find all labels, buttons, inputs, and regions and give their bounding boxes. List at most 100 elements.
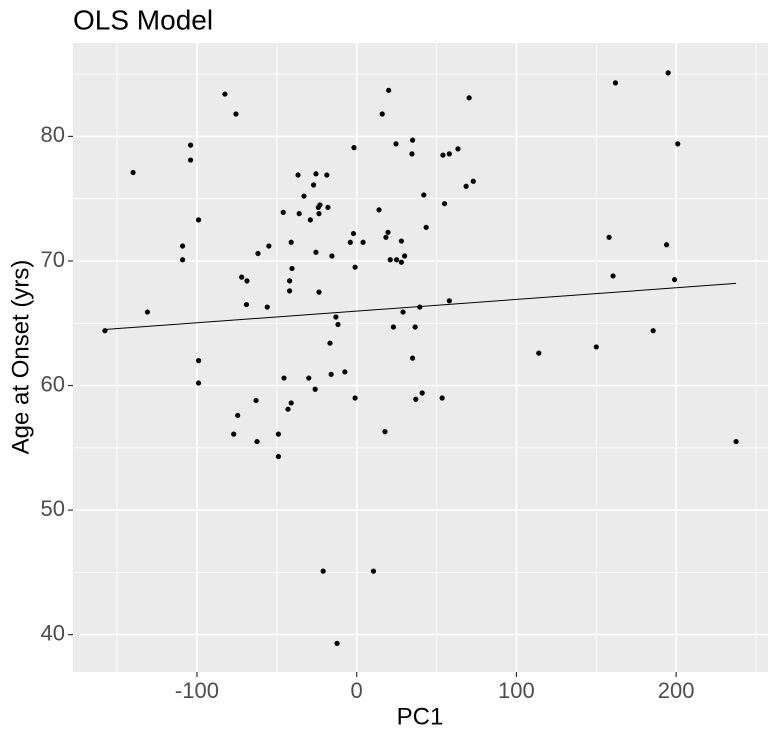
point xyxy=(376,207,382,213)
point xyxy=(412,324,418,330)
point xyxy=(463,183,469,189)
point xyxy=(275,453,282,460)
chart-title: OLS Model xyxy=(73,4,213,35)
point xyxy=(612,80,619,86)
point xyxy=(288,400,294,406)
point xyxy=(313,171,319,177)
point xyxy=(316,289,322,295)
point xyxy=(593,344,599,350)
point xyxy=(385,229,391,235)
point xyxy=(409,151,415,157)
plot-panel xyxy=(73,43,768,672)
point xyxy=(288,239,294,245)
point xyxy=(360,239,366,245)
point xyxy=(402,253,408,259)
point xyxy=(317,202,323,208)
x-axis-title: PC1 xyxy=(397,703,444,730)
point xyxy=(310,182,317,188)
x-tick-label: -100 xyxy=(175,678,219,703)
point xyxy=(390,324,397,330)
point xyxy=(195,358,202,364)
point xyxy=(179,243,186,249)
point xyxy=(446,151,452,157)
y-tick-label: 80 xyxy=(41,122,65,147)
point xyxy=(347,239,353,245)
point xyxy=(327,340,333,346)
point xyxy=(370,568,377,574)
point xyxy=(536,350,542,356)
point xyxy=(281,375,287,381)
point xyxy=(394,257,400,263)
point xyxy=(663,242,670,248)
point xyxy=(665,70,671,76)
point xyxy=(650,328,656,334)
x-tick-label: 200 xyxy=(658,678,695,703)
point xyxy=(400,309,406,315)
point xyxy=(296,211,302,217)
y-axis-title: Age at Onset (yrs) xyxy=(7,260,34,455)
point xyxy=(233,111,239,117)
point xyxy=(379,111,385,117)
point xyxy=(423,224,429,230)
point xyxy=(386,87,392,93)
point xyxy=(253,397,259,404)
x-tick-label: 0 xyxy=(351,678,363,703)
point xyxy=(671,277,678,283)
point xyxy=(144,309,151,315)
point xyxy=(244,278,250,284)
point xyxy=(351,145,357,151)
point xyxy=(286,288,293,294)
point xyxy=(421,192,427,198)
point xyxy=(285,406,291,412)
point xyxy=(195,380,202,386)
point xyxy=(255,250,261,257)
point xyxy=(413,396,419,402)
point xyxy=(329,253,335,259)
point xyxy=(455,146,461,152)
point xyxy=(187,157,194,163)
point xyxy=(324,172,330,178)
point xyxy=(352,264,358,270)
point xyxy=(733,438,739,445)
point xyxy=(289,265,295,272)
point xyxy=(439,395,445,401)
point xyxy=(440,152,446,158)
point xyxy=(254,438,260,445)
point xyxy=(610,273,616,279)
point xyxy=(307,217,313,223)
point xyxy=(266,243,272,249)
point xyxy=(387,257,393,263)
point xyxy=(333,314,339,320)
point xyxy=(393,141,399,147)
point xyxy=(313,249,319,255)
point xyxy=(398,259,405,265)
point xyxy=(286,278,293,284)
point xyxy=(417,304,423,310)
point xyxy=(419,390,425,396)
y-tick-label: 70 xyxy=(41,247,65,272)
y-tick-label: 40 xyxy=(41,620,65,645)
x-tick-label: 100 xyxy=(498,678,535,703)
point xyxy=(231,431,237,437)
point xyxy=(334,640,340,646)
point xyxy=(409,355,416,361)
point xyxy=(130,169,136,176)
point xyxy=(295,172,301,178)
point xyxy=(195,217,202,223)
point xyxy=(675,141,681,147)
point xyxy=(179,257,186,263)
point xyxy=(306,375,312,381)
point xyxy=(328,371,334,377)
point xyxy=(235,412,241,419)
point xyxy=(606,234,612,240)
y-tick-label: 50 xyxy=(41,496,65,521)
point xyxy=(470,178,476,184)
point xyxy=(264,304,270,310)
point xyxy=(342,369,348,375)
point xyxy=(352,395,358,401)
point xyxy=(187,142,194,148)
point xyxy=(398,238,405,244)
point xyxy=(409,137,416,143)
y-tick-label: 60 xyxy=(41,371,65,396)
